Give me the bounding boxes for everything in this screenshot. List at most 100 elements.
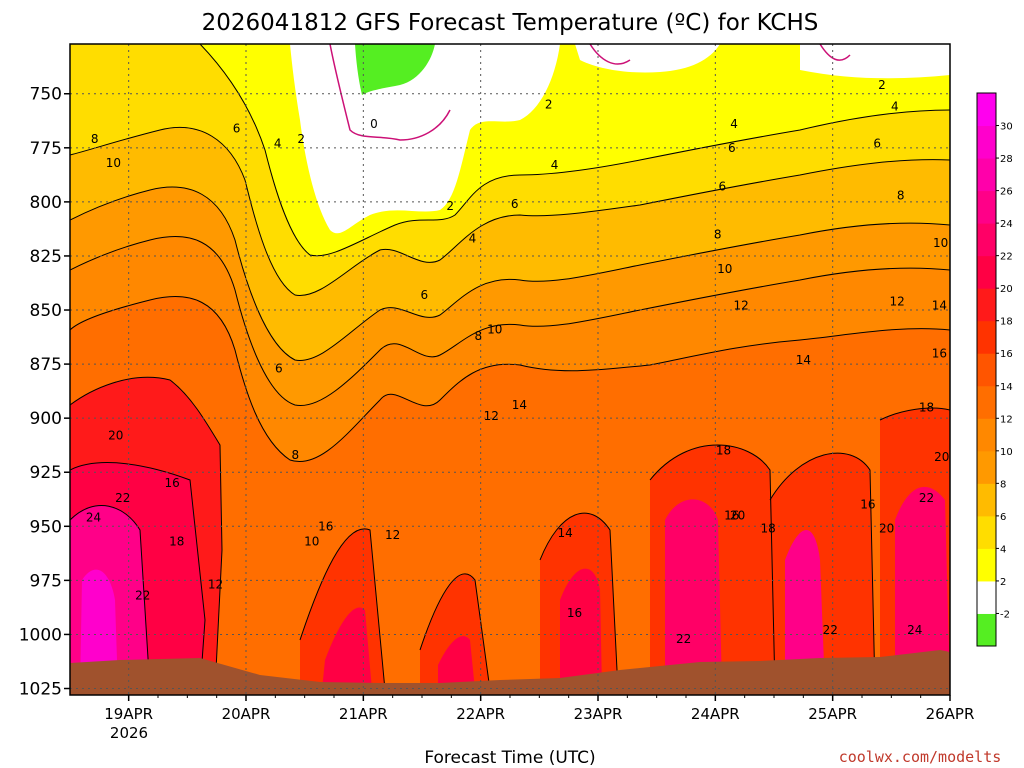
y-tick-label: 1000 — [19, 625, 62, 645]
legend-swatch — [977, 223, 996, 257]
contour-label: 14 — [932, 299, 947, 313]
legend-swatch — [977, 125, 996, 159]
contour-label: 4 — [551, 158, 559, 172]
contour-label: 6 — [511, 197, 519, 211]
y-tick-label: 750 — [30, 85, 62, 105]
legend-label: 24 — [1000, 219, 1013, 230]
x-tick-label: 25APR — [808, 705, 857, 723]
contour-label: 24 — [907, 623, 922, 637]
contour-label: 16 — [932, 346, 947, 360]
y-axis: 750 775 800 825 850 875 900 925 950 975 1000 1025 — [19, 85, 70, 700]
legend-label: -2 — [1000, 609, 1010, 620]
legend-swatch — [977, 288, 996, 322]
contour-label: 8 — [714, 227, 722, 241]
credit-text: coolwx.com/modelts — [839, 748, 1002, 766]
contour-label: 4 — [730, 117, 738, 131]
x-tick-label: 20APR — [222, 705, 271, 723]
y-tick-label: 1025 — [19, 680, 62, 700]
contour-label: 8 — [474, 329, 482, 343]
legend-swatch — [977, 320, 996, 354]
contour-label: 18 — [919, 400, 934, 414]
y-tick-label: 950 — [30, 517, 62, 537]
x-tick-label: 24APR — [691, 705, 740, 723]
x-tick-label: 26APR — [926, 705, 975, 723]
legend-swatch — [977, 190, 996, 224]
contour-label: 10 — [717, 262, 732, 276]
contour-label: 10 — [487, 322, 502, 336]
legend-label: 12 — [1000, 414, 1013, 425]
legend-swatch — [977, 93, 996, 127]
contour-label: 18 — [169, 534, 184, 548]
y-tick-label: 800 — [30, 193, 62, 213]
x-tick-label: 19APR — [104, 705, 153, 723]
contour-label: 8 — [91, 132, 99, 146]
contour-label: 16 — [567, 606, 582, 620]
contour-label: 6 — [233, 121, 241, 135]
legend-swatch — [977, 483, 996, 517]
contour-label: 14 — [796, 353, 811, 367]
legend-swatch — [977, 450, 996, 484]
contour-label: 20 — [730, 508, 745, 522]
y-tick-label: 900 — [30, 409, 62, 429]
legend-label: 4 — [1000, 544, 1006, 555]
contour-label: 20 — [108, 428, 123, 442]
legend-swatch — [977, 158, 996, 192]
legend-swatch — [977, 548, 996, 582]
contour-label: 2 — [878, 78, 886, 92]
legend-label: 20 — [1000, 284, 1013, 295]
y-tick-label: 925 — [30, 463, 62, 483]
contour-label: 6 — [873, 136, 881, 150]
contour-label: 8 — [291, 448, 299, 462]
legend-swatch — [977, 580, 996, 614]
contour-label: 0 — [370, 117, 378, 131]
legend-swatch — [977, 385, 996, 419]
contour-label: 12 — [208, 578, 223, 592]
contour-label: 4 — [274, 136, 282, 150]
legend-label: 16 — [1000, 349, 1013, 360]
contour-label: 16 — [860, 498, 875, 512]
contour-label: 2 — [446, 199, 454, 213]
contour-label: 4 — [469, 232, 477, 246]
legend-label: 28 — [1000, 154, 1013, 165]
contour-label: 14 — [512, 398, 527, 412]
legend-swatch — [977, 613, 996, 647]
contour-label: 18 — [760, 521, 775, 535]
contour-label: 16 — [318, 519, 333, 533]
legend-label: 14 — [1000, 382, 1013, 393]
legend-swatch — [977, 515, 996, 549]
contour-label: 12 — [484, 409, 499, 423]
legend-label: 18 — [1000, 317, 1013, 328]
legend-swatch — [977, 255, 996, 289]
contour-label: 22 — [115, 491, 130, 505]
chart-title: 2026041812 GFS Forecast Temperature (ºC)… — [202, 10, 819, 36]
contour-label: 22 — [919, 491, 934, 505]
temperature-field — [70, 44, 950, 695]
contour-label: 8 — [897, 188, 905, 202]
x-axis-title: Forecast Time (UTC) — [424, 748, 595, 768]
legend-swatch — [977, 418, 996, 452]
contour-label: 6 — [421, 288, 429, 302]
contour-label: 12 — [734, 299, 749, 313]
x-axis: 19APR 20APR 21APR 22APR 23APR 24APR 25APR 26APR — [104, 695, 974, 723]
contour-label: 2 — [545, 98, 553, 112]
y-tick-label: 850 — [30, 301, 62, 321]
contour-label: 24 — [86, 511, 101, 525]
x-year-label: 2026 — [110, 724, 148, 742]
contour-label: 22 — [676, 632, 691, 646]
contour-label: 16 — [164, 476, 179, 490]
y-tick-label: 775 — [30, 139, 62, 159]
legend-swatch — [977, 353, 996, 387]
contour-label: 22 — [135, 589, 150, 603]
legend-label: 8 — [1000, 479, 1006, 490]
contour-label: 12 — [890, 294, 905, 308]
y-tick-label: 975 — [30, 571, 62, 591]
terrain-surface — [70, 650, 950, 695]
contour-label: 18 — [716, 444, 731, 458]
y-tick-label: 875 — [30, 355, 62, 375]
legend-label: 10 — [1000, 447, 1013, 458]
contour-label: 20 — [934, 450, 949, 464]
contour-label: 6 — [728, 141, 736, 155]
contour-label: 20 — [879, 521, 894, 535]
